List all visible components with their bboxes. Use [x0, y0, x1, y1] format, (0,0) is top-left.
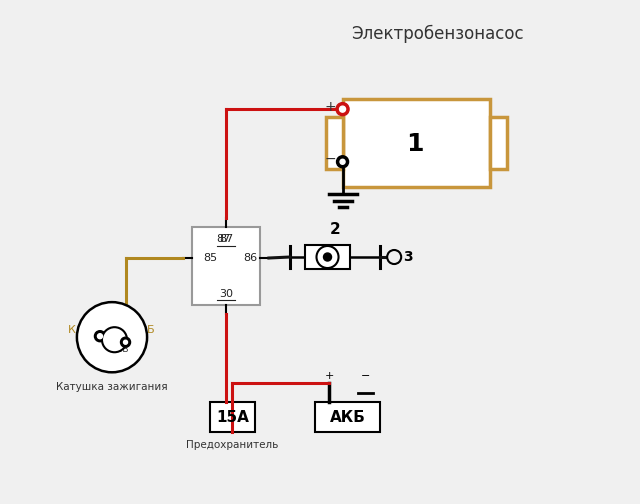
Circle shape [77, 302, 147, 372]
Circle shape [387, 250, 401, 264]
Text: Электробензонасос: Электробензонасос [351, 25, 524, 43]
Text: 2: 2 [330, 222, 340, 237]
Text: 85: 85 [204, 253, 218, 263]
Circle shape [336, 103, 349, 115]
Text: 1: 1 [406, 132, 424, 156]
Text: 15А: 15А [216, 410, 249, 425]
Bar [305, 245, 350, 269]
Text: К: К [68, 325, 76, 335]
Circle shape [120, 337, 131, 347]
Text: 86: 86 [243, 253, 257, 263]
Circle shape [337, 156, 349, 168]
Circle shape [323, 253, 332, 261]
Circle shape [95, 331, 106, 342]
Text: Катушка зажигания: Катушка зажигания [56, 383, 168, 392]
Text: АКБ: АКБ [330, 410, 365, 425]
Text: 87: 87 [216, 234, 230, 244]
Circle shape [317, 246, 339, 268]
Bar [315, 402, 380, 432]
Bar [342, 99, 490, 187]
Bar [210, 402, 255, 432]
Text: 30: 30 [219, 289, 233, 298]
Text: −: − [324, 152, 336, 166]
Text: 3: 3 [403, 250, 412, 264]
Text: Предохранитель: Предохранитель [186, 440, 278, 450]
Circle shape [97, 334, 102, 339]
Circle shape [124, 340, 127, 344]
Text: +: + [324, 371, 334, 382]
Text: 12В: 12В [112, 345, 130, 354]
Text: Б: Б [147, 325, 155, 335]
Bar [490, 116, 507, 169]
Bar [326, 116, 342, 169]
Text: 87: 87 [219, 234, 233, 244]
Circle shape [340, 159, 345, 164]
Circle shape [340, 106, 346, 112]
Circle shape [102, 327, 127, 352]
Bar [192, 227, 260, 304]
Text: +: + [324, 100, 336, 113]
Text: −: − [361, 371, 371, 382]
